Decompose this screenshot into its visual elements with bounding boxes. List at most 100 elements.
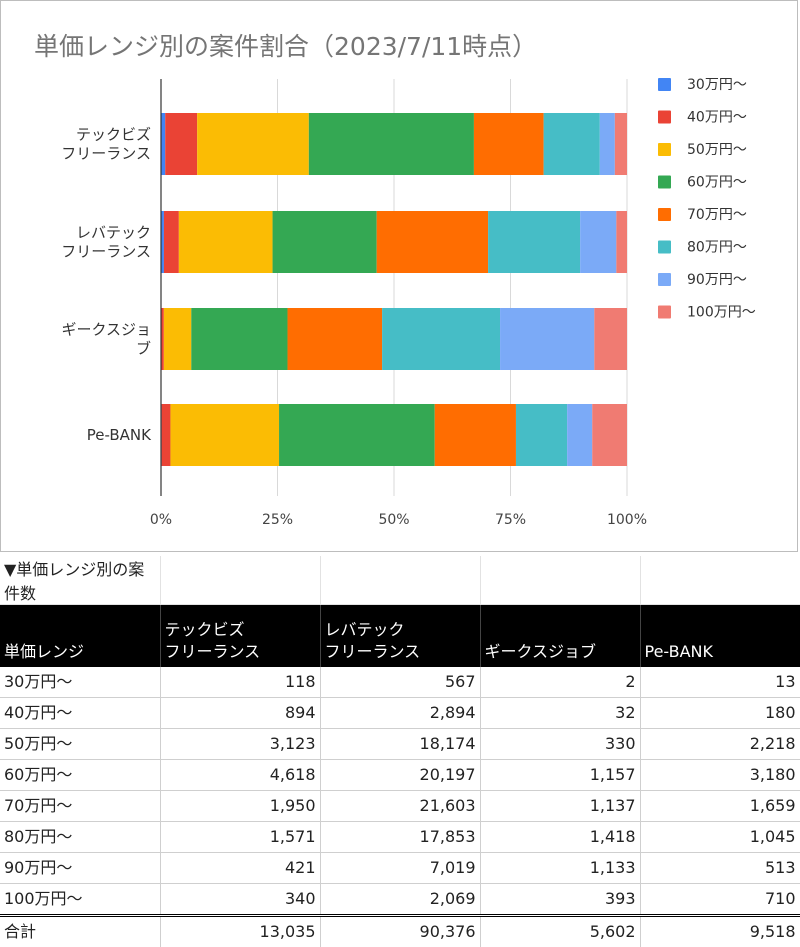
- range-cell: 100万円〜: [0, 884, 160, 916]
- bar-segment: [615, 113, 627, 175]
- bar-segment: [170, 404, 279, 466]
- bar-segment: [273, 211, 377, 273]
- bar-segment: [516, 404, 567, 466]
- legend-swatch: [658, 208, 671, 221]
- table-header-cell: レバテック フリーランス: [320, 605, 480, 668]
- category-label: ギークスジョブ: [61, 321, 151, 358]
- count-cell: 1,950: [160, 791, 320, 822]
- count-cell: 2,218: [640, 729, 800, 760]
- count-cell: 32: [480, 698, 640, 729]
- count-cell: 393: [480, 884, 640, 916]
- empty-cell: [160, 556, 320, 605]
- range-cell: 30万円〜: [0, 667, 160, 698]
- count-cell: 13: [640, 667, 800, 698]
- chart-frame: 単価レンジ別の案件割合（2023/7/11時点）0%25%50%75%100%テ…: [0, 0, 798, 552]
- table-caption: ▼単価レンジ別の案件数: [0, 556, 160, 605]
- total-label: 合計: [0, 916, 160, 947]
- count-cell: 180: [640, 698, 800, 729]
- count-cell: 340: [160, 884, 320, 916]
- bar-segment: [164, 308, 191, 370]
- count-cell: 1,418: [480, 822, 640, 853]
- bar-segment: [382, 308, 500, 370]
- legend-label: 30万円〜: [687, 77, 747, 93]
- count-cell: 894: [160, 698, 320, 729]
- x-tick-label: 25%: [262, 512, 293, 528]
- stacked-bar-chart: 単価レンジ別の案件割合（2023/7/11時点）0%25%50%75%100%テ…: [1, 1, 799, 553]
- legend-swatch: [658, 78, 671, 91]
- bar-segment: [191, 308, 287, 370]
- count-cell: 4,618: [160, 760, 320, 791]
- bar-segment: [377, 211, 488, 273]
- count-cell: 421: [160, 853, 320, 884]
- count-cell: 710: [640, 884, 800, 916]
- total-cell: 90,376: [320, 916, 480, 947]
- count-cell: 7,019: [320, 853, 480, 884]
- legend-swatch: [658, 111, 671, 124]
- x-tick-label: 50%: [378, 512, 409, 528]
- count-cell: 567: [320, 667, 480, 698]
- x-tick-label: 100%: [607, 512, 647, 528]
- count-table-section: ▼単価レンジ別の案件数単価レンジテックビズ フリーランスレバテック フリーランス…: [0, 556, 800, 947]
- legend-swatch: [658, 306, 671, 319]
- count-cell: 330: [480, 729, 640, 760]
- legend-label: 100万円〜: [687, 305, 756, 321]
- legend-label: 80万円〜: [687, 240, 747, 256]
- bar-segment: [594, 308, 627, 370]
- range-cell: 60万円〜: [0, 760, 160, 791]
- empty-cell: [480, 556, 640, 605]
- x-tick-label: 0%: [150, 512, 172, 528]
- count-cell: 2,069: [320, 884, 480, 916]
- bar-segment: [580, 211, 616, 273]
- table-header-cell: テックビズ フリーランス: [160, 605, 320, 668]
- count-cell: 513: [640, 853, 800, 884]
- bar-segment: [567, 404, 592, 466]
- table-header-cell: 単価レンジ: [0, 605, 160, 668]
- total-cell: 13,035: [160, 916, 320, 947]
- bar-segment: [488, 211, 580, 273]
- bar-segment: [435, 404, 516, 466]
- legend-swatch: [658, 176, 671, 189]
- range-cell: 90万円〜: [0, 853, 160, 884]
- count-cell: 118: [160, 667, 320, 698]
- range-cell: 70万円〜: [0, 791, 160, 822]
- category-label: Pe-BANK: [87, 426, 152, 444]
- legend-label: 40万円〜: [687, 110, 747, 126]
- range-cell: 50万円〜: [0, 729, 160, 760]
- bar-segment: [279, 404, 435, 466]
- legend-label: 90万円〜: [687, 272, 747, 288]
- bar-segment: [164, 211, 179, 273]
- count-cell: 1,045: [640, 822, 800, 853]
- count-cell: 2: [480, 667, 640, 698]
- total-cell: 9,518: [640, 916, 800, 947]
- legend-swatch: [658, 143, 671, 156]
- total-cell: 5,602: [480, 916, 640, 947]
- count-cell: 21,603: [320, 791, 480, 822]
- count-cell: 1,659: [640, 791, 800, 822]
- bar-segment: [616, 211, 627, 273]
- bar-segment: [197, 113, 309, 175]
- count-cell: 17,853: [320, 822, 480, 853]
- range-cell: 40万円〜: [0, 698, 160, 729]
- bar-segment: [179, 211, 273, 273]
- table-header-cell: ギークスジョブ: [480, 605, 640, 668]
- legend-label: 70万円〜: [687, 207, 747, 223]
- bar-segment: [544, 113, 600, 175]
- count-cell: 3,123: [160, 729, 320, 760]
- bar-segment: [474, 113, 544, 175]
- bar-segment: [161, 113, 165, 175]
- table-caption-row: ▼単価レンジ別の案件数: [0, 556, 800, 605]
- count-cell: 20,197: [320, 760, 480, 791]
- table-header-cell: Pe-BANK: [640, 605, 800, 668]
- count-cell: 18,174: [320, 729, 480, 760]
- legend-label: 60万円〜: [687, 175, 747, 191]
- legend-swatch: [658, 273, 671, 286]
- bar-segment: [592, 404, 627, 466]
- bar-segment: [600, 113, 615, 175]
